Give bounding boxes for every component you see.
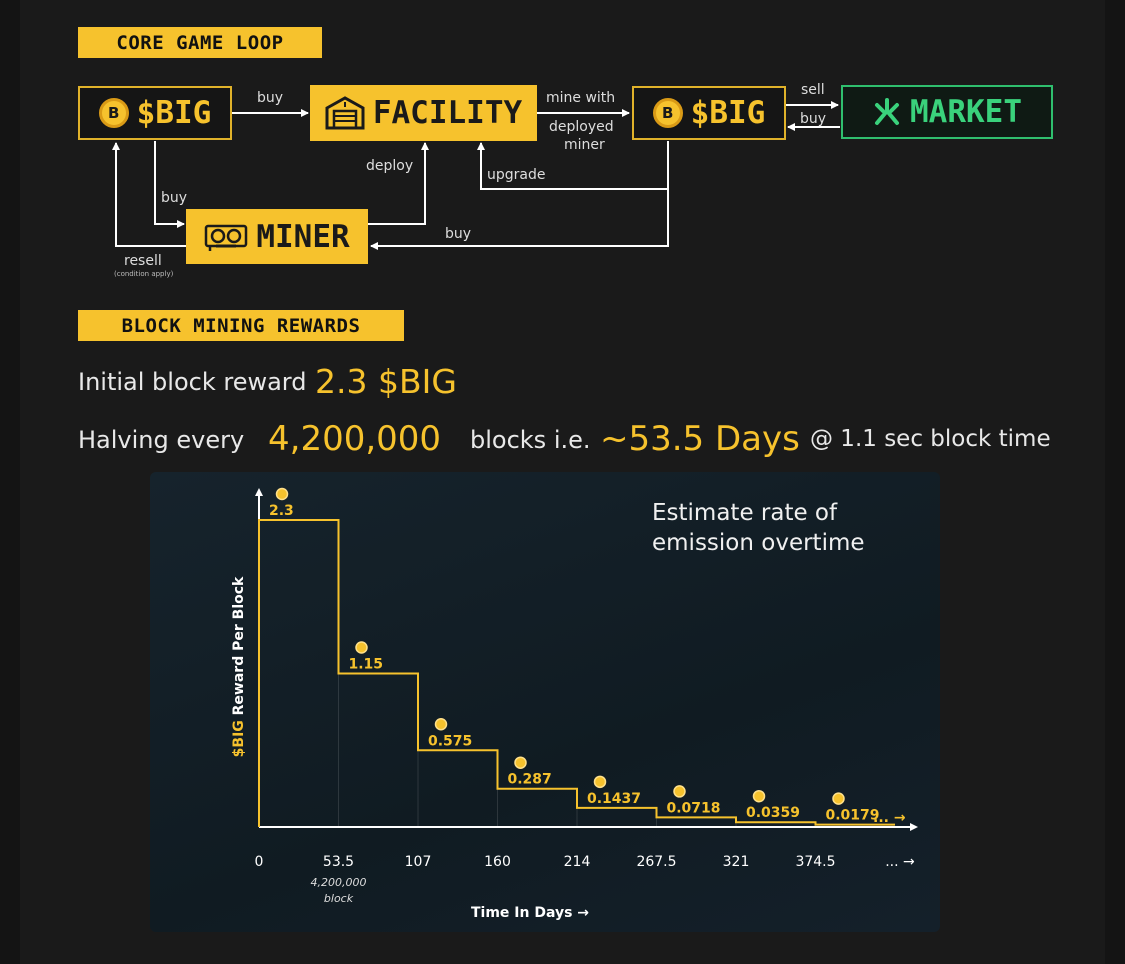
halving-days-value: ~53.5 Days [600,419,800,459]
loop-connectors [112,101,840,250]
big-token-label-left: $BIG [136,95,212,131]
coin-marker [752,789,766,803]
edge-label-sell: sell [801,82,825,98]
big-token-node-right: B $BIG [632,86,786,140]
x-tick-label: 0 [255,854,264,870]
edge-label-resell: resell [124,253,162,269]
block-mining-rewards-badge: BLOCK MINING REWARDS [78,310,404,341]
coin-marker [355,641,368,654]
edge-buy-miner-right [370,189,669,250]
coin-marker [832,792,845,805]
x-tick-label: 214 [564,854,591,870]
core-game-loop-badge: CORE GAME LOOP [78,27,322,58]
coin-marker [673,785,686,798]
emission-chart-panel: 2.3 1.15 0.575 0.287 0.1437 0.0718 0.0359 0.017… [150,472,940,932]
market-node: MARKET [841,85,1053,139]
x-tick-label: 321 [723,854,750,870]
chart-title-line: Estimate rate of [652,500,838,526]
market-label: MARKET [910,94,1022,130]
coin-marker [434,718,448,731]
blocks-label: blocks i.e. [470,426,591,454]
coin-b-icon: B [98,98,129,128]
edge-label-resell-note: (condition apply) [114,270,174,278]
x-tick-label: 267.5 [636,854,676,870]
facility-label: FACILITY [372,95,523,131]
market-logo-icon [872,97,902,127]
gpu-card-icon [204,222,248,252]
value-label: 0.0179 [826,808,880,824]
coin-marker [593,775,607,789]
x-annotation: 4,200,000 [311,876,367,889]
big-token-node-left: B $BIG [78,86,232,140]
edge-label-buy-facility: buy [257,90,284,106]
coin-marker [275,487,289,501]
edge-label-deploy: deploy [366,158,414,174]
edge-resell [112,142,186,247]
value-label: 1.15 [349,657,384,673]
edge-label-buy-miner: buy [161,190,188,206]
emission-chart: 2.3 1.15 0.575 0.287 0.1437 0.0718 0.0359 0.017… [231,487,918,921]
x-tick-label: 53.5 [323,854,354,870]
initial-reward-value: 2.3 $BIG [315,362,457,401]
warehouse-icon [325,96,365,130]
y-axis-label: $BIG Reward Per Block [231,576,247,757]
x-tick-label: 107 [405,854,432,870]
edge-label-deployed: deployed [549,119,614,135]
edge-label-mine-with: mine with [546,90,616,106]
value-label: 0.0359 [746,805,800,821]
chart-title-line: emission overtime [652,530,865,556]
value-label: 0.0718 [667,800,721,816]
x-annotation: block [324,892,354,905]
emission-step-line [258,519,895,827]
coin-b-icon: B [652,98,683,128]
initial-reward-label: Initial block reward [78,368,307,396]
x-tick-label: ... → [885,854,915,870]
big-token-label-right: $BIG [690,95,766,131]
facility-node: FACILITY [310,85,537,141]
value-label: 2.3 [269,503,294,519]
miner-label: MINER [256,218,350,255]
edge-label-buy-market: buy [800,111,827,127]
x-tick-label: 160 [484,854,511,870]
x-axis-label: Time In Days → [471,905,589,921]
halving-blocks-value: 4,200,000 [268,419,442,459]
x-tick-label: 374.5 [795,854,835,870]
miner-node: MINER [186,209,368,264]
edge-buy-miner [154,141,185,228]
edge-deploy [368,142,429,225]
edge-label-buy-miner-right: buy [445,226,472,242]
value-label: 0.1437 [587,791,641,807]
block-time-label: @ 1.1 sec block time [810,426,1051,452]
coin-marker [514,756,527,769]
edge-label-miner: miner [564,137,605,153]
value-label: 0.575 [428,733,472,749]
edge-label-upgrade: upgrade [487,167,546,183]
continuation-label: ... → [873,810,906,826]
value-label: 0.287 [508,772,552,788]
edge-upgrade [477,141,669,190]
halving-label: Halving every [78,426,245,454]
